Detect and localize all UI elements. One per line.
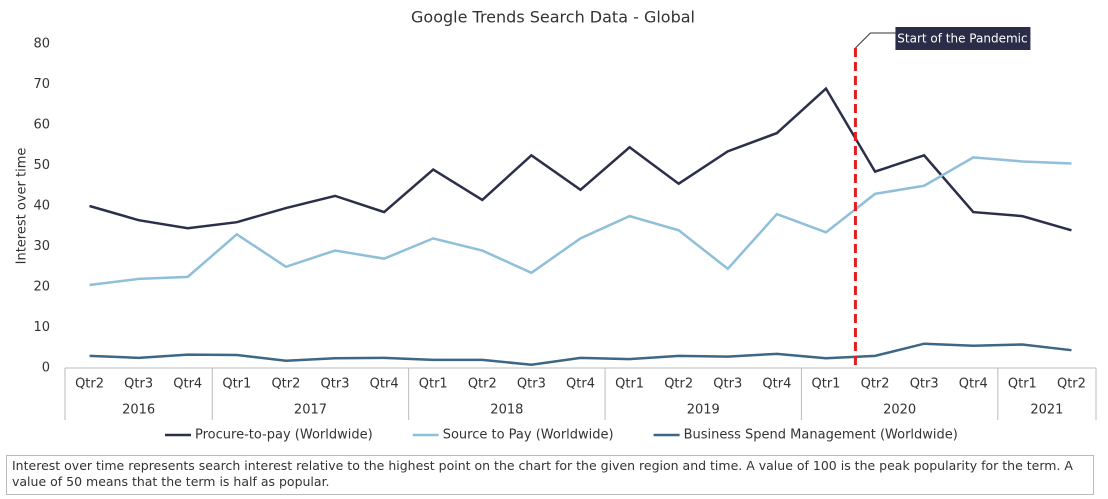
x-tick-label: Qtr2 xyxy=(271,377,300,392)
year-label: 2020 xyxy=(883,403,916,418)
y-tick-label: 60 xyxy=(33,118,50,133)
annotation-text: Start of the Pandemic xyxy=(897,32,1027,46)
year-label: 2016 xyxy=(122,403,155,418)
series-line xyxy=(89,342,1072,367)
x-tick-label: Qtr1 xyxy=(419,377,448,392)
x-tick-label: Qtr4 xyxy=(173,377,202,392)
x-tick-label: Qtr2 xyxy=(1057,377,1086,392)
y-tick-label: 20 xyxy=(33,280,50,295)
footnote: Interest over time represents search int… xyxy=(6,455,1094,495)
x-tick-label: Qtr2 xyxy=(468,377,497,392)
chart: Google Trends Search Data - Global Inter… xyxy=(15,8,1097,443)
x-tick-label: Qtr1 xyxy=(811,377,840,392)
year-label: 2017 xyxy=(294,403,327,418)
x-tick-label: Qtr4 xyxy=(566,377,595,392)
x-tick-label: Qtr4 xyxy=(370,377,399,392)
x-tick-label: Qtr3 xyxy=(124,377,153,392)
x-tick-label: Qtr1 xyxy=(1008,377,1037,392)
x-tick-label: Qtr4 xyxy=(762,377,791,392)
x-tick-label: Qtr4 xyxy=(959,377,988,392)
series-line xyxy=(89,156,1072,287)
x-tick-label: Qtr1 xyxy=(222,377,251,392)
x-tick-label: Qtr2 xyxy=(75,377,104,392)
year-label: 2021 xyxy=(1030,403,1063,418)
x-tick-label: Qtr3 xyxy=(910,377,939,392)
x-tick-label: Qtr3 xyxy=(713,377,742,392)
year-label: 2019 xyxy=(687,403,720,418)
annotation-box xyxy=(895,27,1031,50)
x-tick-label: Qtr1 xyxy=(615,377,644,392)
y-tick-label: 50 xyxy=(33,158,50,173)
x-tick-label: Qtr3 xyxy=(517,377,546,392)
y-tick-label: 0 xyxy=(42,361,50,376)
x-tick-label: Qtr2 xyxy=(664,377,693,392)
year-label: 2018 xyxy=(490,403,523,418)
legend-label: Source to Pay (Worldwide) xyxy=(443,428,614,443)
x-tick-label: Qtr2 xyxy=(861,377,890,392)
y-tick-label: 10 xyxy=(33,320,50,335)
x-tick-label: Qtr3 xyxy=(321,377,350,392)
series-line xyxy=(89,86,1072,232)
y-tick-label: 30 xyxy=(33,239,50,254)
y-tick-label: 80 xyxy=(33,37,50,52)
legend-label: Procure-to-pay (Worldwide) xyxy=(195,428,373,443)
annotation-connector xyxy=(855,32,896,49)
chart-title: Google Trends Search Data - Global xyxy=(411,8,695,27)
y-tick-label: 40 xyxy=(33,199,50,214)
y-axis-title: Interest over time xyxy=(15,148,30,265)
legend-label: Business Spend Management (Worldwide) xyxy=(684,428,958,443)
y-tick-label: 70 xyxy=(33,77,50,92)
